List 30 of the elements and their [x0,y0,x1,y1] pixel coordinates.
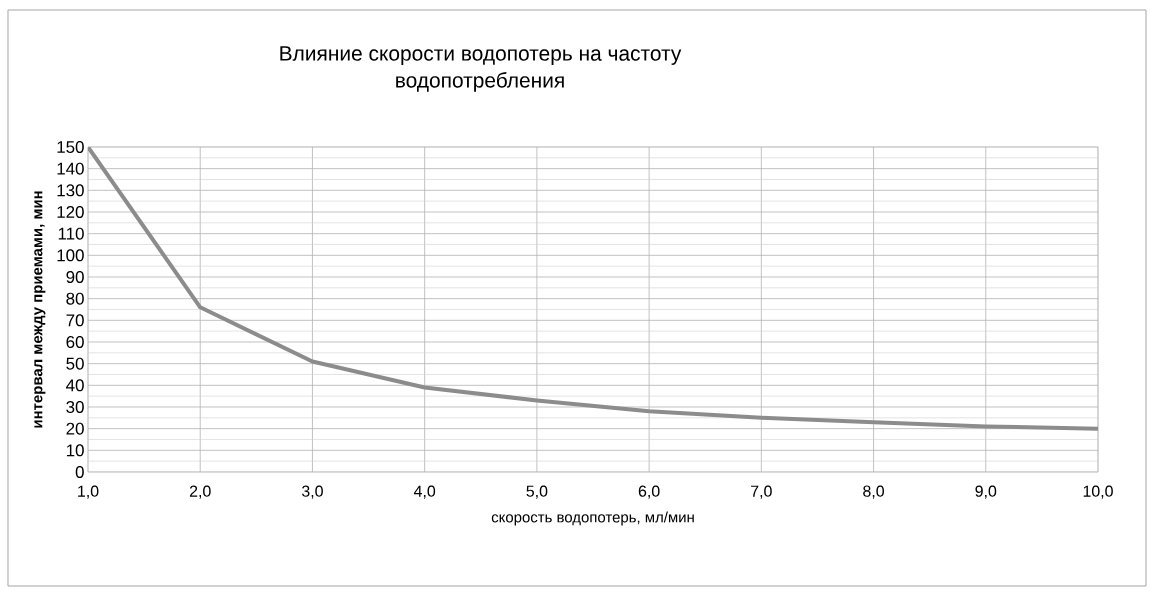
y-tick-label: 150 [57,140,84,153]
x-tick-label: 5,0 [526,485,548,499]
y-tick-label: 10 [66,444,84,457]
y-tick-label: 130 [57,184,84,197]
x-tick-label: 1,0 [78,485,99,499]
x-tick-label: 9,0 [975,485,997,499]
y-tick-label: 70 [66,314,84,327]
y-tick-label: 140 [57,162,84,175]
y-tick-label: 60 [66,335,84,348]
y-tick-label: 50 [66,357,84,370]
chart-title: Влияние скорости водопотерь на частоту водопотребления [280,46,682,92]
y-tick-label: 110 [58,227,84,240]
x-tick-label: 8,0 [863,485,884,499]
y-tick-label: 80 [66,292,84,305]
y-tick-label: 90 [66,270,84,283]
y-tick-label: 0 [75,465,84,478]
x-tick-label: 4,0 [413,485,436,499]
y-tick-label: 100 [57,249,84,262]
x-tick-label: 7,0 [751,485,772,499]
y-tick-label: 40 [66,379,84,392]
x-tick-label: 2,0 [189,485,211,499]
x-axis-title: скорость водопотерь, мл/мин [491,511,694,526]
y-tick-label: 30 [66,400,84,413]
y-tick-label: 120 [57,205,84,218]
x-tick-label: 3,0 [301,485,323,499]
y-axis-title: интервал между приемами, мин [34,191,46,428]
line-series [88,146,1098,431]
x-tick-label: 10,0 [1083,485,1113,499]
x-tick-label: 6,0 [638,485,660,499]
y-tick-label: 20 [66,422,84,435]
